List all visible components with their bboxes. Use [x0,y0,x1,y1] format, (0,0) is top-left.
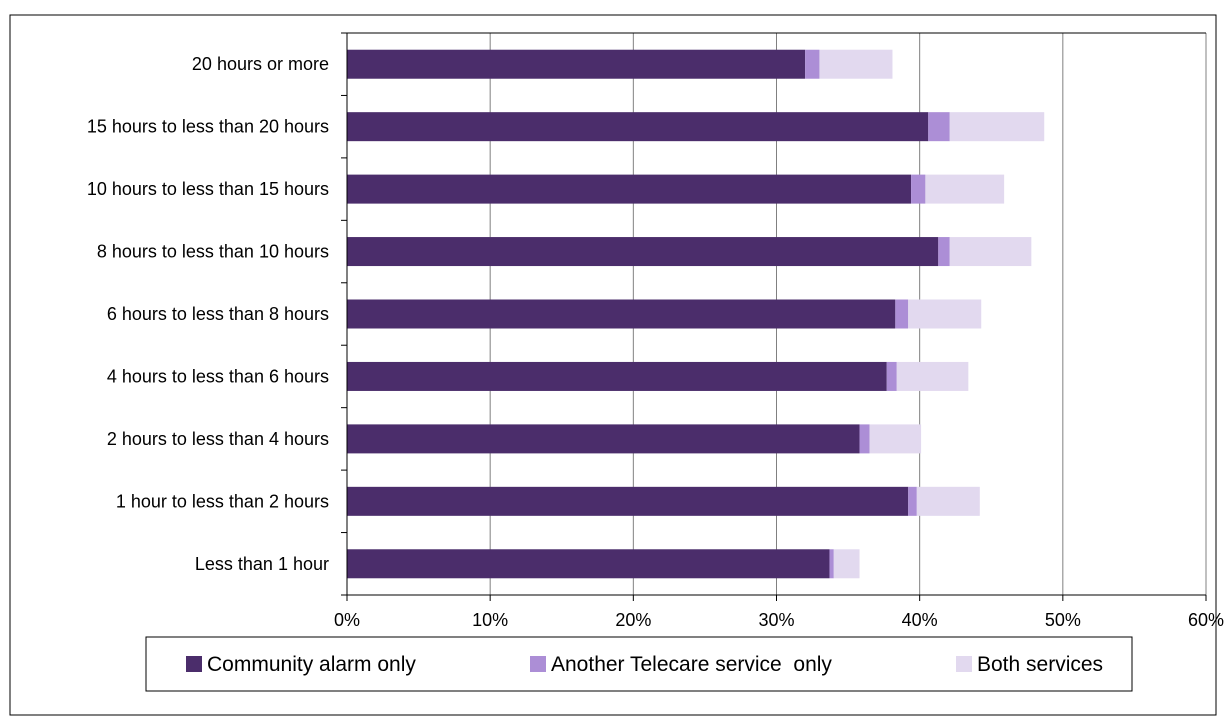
bar-segment-3 [949,237,1032,267]
legend-swatch [956,656,972,672]
bar-segment-2 [805,49,820,79]
x-tick-label: 20% [615,610,651,630]
category-label: 15 hours to less than 20 hours [87,117,329,137]
bar-segment-3 [916,486,980,516]
bar-segment-2 [895,299,909,329]
category-label: 1 hour to less than 2 hours [116,491,329,511]
bar-segment-1 [347,49,806,79]
bar-segment-3 [833,549,860,579]
legend-label: Community alarm only [207,653,416,676]
x-tick-label: 10% [472,610,508,630]
bar-segment-3 [925,174,1005,204]
bar-segment-2 [859,424,870,454]
bar-segment-3 [949,112,1045,142]
bar-segment-2 [886,361,897,391]
legend-label: Both services [977,653,1103,676]
x-tick-label: 40% [902,610,938,630]
bar-segment-1 [347,549,830,579]
bar-segment-1 [347,424,860,454]
bar-segment-1 [347,299,896,329]
category-label: Less than 1 hour [195,554,329,574]
bar-segment-1 [347,174,912,204]
category-labels: 20 hours or more 15 hours to less than 20… [87,54,329,574]
bar-segment-2 [911,174,926,204]
bar-segment-1 [347,486,909,516]
bar-segment-1 [347,361,887,391]
x-tick-label: 60% [1188,610,1224,630]
bar-segment-3 [869,424,922,454]
x-tick-label: 0% [334,610,360,630]
category-label: 4 hours to less than 6 hours [107,366,329,386]
bar-segment-3 [819,49,893,79]
bar-segment-2 [928,112,950,142]
legend-label: Another Telecare service only [551,653,832,676]
category-label: 20 hours or more [192,54,329,74]
category-label: 2 hours to less than 4 hours [107,429,329,449]
category-label: 8 hours to less than 10 hours [97,242,329,262]
x-tick-label: 50% [1045,610,1081,630]
legend-swatch [530,656,546,672]
category-label: 10 hours to less than 15 hours [87,179,329,199]
bar-segment-2 [908,486,917,516]
bar-segment-1 [347,237,939,267]
bar-segment-1 [347,112,929,142]
plot-area [341,32,1207,601]
bar-segment-2 [829,549,834,579]
x-tick-label: 30% [758,610,794,630]
bar-segment-2 [938,237,950,267]
bar-segment-3 [908,299,982,329]
legend: Community alarm only Another Telecare ser… [145,636,1133,692]
category-label: 6 hours to less than 8 hours [107,304,329,324]
x-tick-labels: 0% 10% 20% 30% 40% 50% 60% [334,610,1224,630]
bar-segment-3 [896,361,969,391]
legend-swatch [186,656,202,672]
